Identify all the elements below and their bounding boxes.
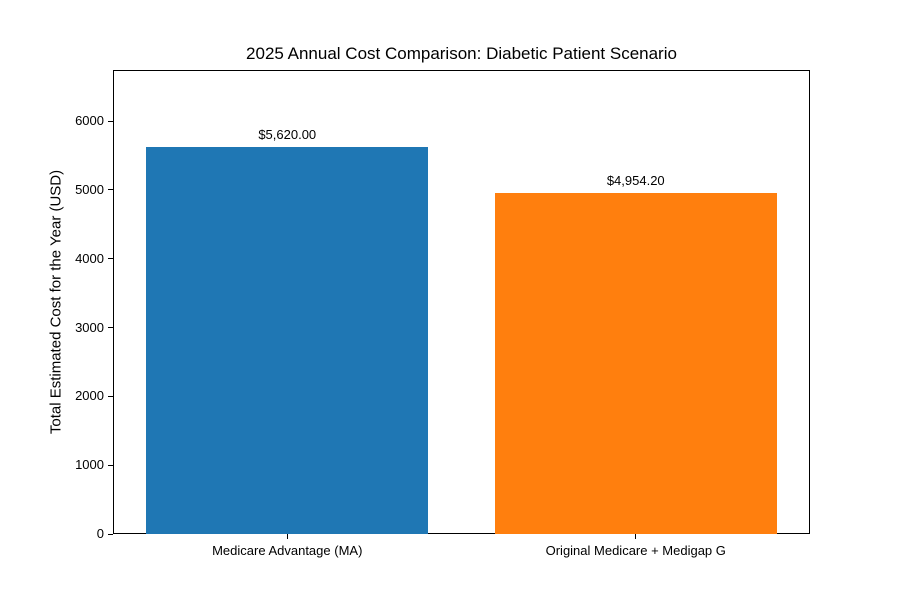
- y-tick-mark: [108, 258, 113, 260]
- y-tick-label: 0: [96, 526, 104, 541]
- y-tick-mark: [108, 189, 113, 191]
- bar-original-medicare-medigap: [494, 193, 777, 534]
- y-tick-label: 4000: [75, 250, 104, 266]
- y-tick-label: 5000: [75, 181, 104, 197]
- y-tick-mark: [108, 395, 113, 397]
- x-tick-mark: [286, 534, 288, 539]
- bar-value-label: $5,620.00: [258, 127, 317, 143]
- y-tick-mark: [108, 327, 113, 329]
- bar-medicare-advantage: [146, 147, 429, 534]
- x-tick-label: Original Medicare + Medigap G: [545, 543, 726, 558]
- x-tick-label: Medicare Advantage (MA): [212, 543, 363, 558]
- y-tick-label: 1000: [75, 457, 104, 473]
- y-tick-label: 6000: [75, 113, 104, 129]
- chart-title: 2025 Annual Cost Comparison: Diabetic Pa…: [246, 44, 677, 63]
- y-tick-label: 2000: [75, 388, 104, 404]
- y-tick-label: 3000: [75, 319, 104, 335]
- y-tick-mark: [108, 464, 113, 466]
- y-tick-mark: [108, 533, 113, 535]
- y-tick-mark: [108, 120, 113, 122]
- bar-value-label: $4,954.20: [606, 173, 665, 189]
- x-tick-mark: [635, 534, 637, 539]
